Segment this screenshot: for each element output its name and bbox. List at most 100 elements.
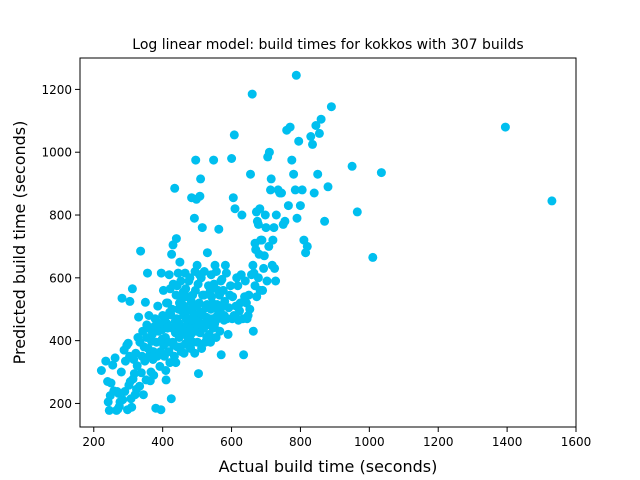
data-point — [189, 213, 199, 223]
data-point — [193, 279, 203, 289]
data-point — [229, 130, 239, 140]
data-point — [116, 367, 126, 377]
data-point — [290, 185, 300, 195]
x-tick-label: 1400 — [492, 435, 523, 449]
data-point — [101, 356, 111, 366]
data-point — [185, 273, 195, 283]
data-point — [163, 323, 172, 333]
data-point — [226, 281, 235, 291]
data-point — [171, 290, 181, 300]
data-point — [210, 318, 220, 328]
data-point — [253, 219, 263, 229]
data-point — [140, 297, 150, 307]
data-point — [136, 246, 146, 256]
data-point — [153, 301, 163, 311]
data-point — [295, 201, 305, 211]
data-point — [218, 285, 228, 295]
data-point — [547, 196, 557, 206]
y-tick-label: 200 — [49, 397, 72, 411]
data-point — [175, 257, 185, 267]
data-point — [150, 314, 160, 324]
data-point — [156, 268, 166, 278]
data-point — [106, 378, 116, 388]
data-point — [271, 276, 281, 286]
data-point — [138, 390, 148, 400]
data-point — [173, 268, 183, 278]
data-point — [195, 191, 205, 201]
data-point — [108, 360, 118, 370]
data-point — [158, 285, 168, 295]
data-point — [127, 284, 137, 294]
data-point — [260, 210, 270, 220]
data-point — [149, 370, 159, 380]
data-point — [267, 260, 277, 270]
data-point — [283, 201, 293, 211]
data-point — [246, 169, 255, 179]
data-point — [233, 281, 243, 291]
data-point — [280, 216, 290, 226]
data-point — [368, 252, 378, 262]
plot-area-frame — [79, 57, 577, 428]
data-point — [114, 402, 124, 412]
data-point — [306, 132, 316, 141]
data-point — [285, 122, 295, 132]
data-point — [320, 216, 330, 226]
data-point — [104, 405, 114, 415]
data-point — [294, 136, 304, 146]
data-point — [192, 260, 202, 270]
data-point — [169, 351, 179, 361]
y-tick-label: 1000 — [41, 146, 72, 160]
x-axis-ticks: 200 400 600 800 1000 1200 1400 1600 — [82, 427, 591, 449]
data-point — [216, 350, 226, 360]
data-point — [184, 326, 194, 336]
data-point — [376, 168, 386, 178]
data-point — [264, 241, 274, 251]
data-point — [352, 207, 362, 217]
data-point — [216, 276, 226, 286]
data-point — [161, 375, 171, 385]
x-tick-label: 1600 — [561, 435, 592, 449]
data-point — [253, 273, 263, 283]
data-point — [199, 267, 209, 276]
y-tick-label: 1200 — [41, 83, 72, 97]
data-point — [308, 139, 317, 149]
data-point — [255, 285, 265, 295]
data-point — [198, 290, 208, 300]
x-axis-title: Actual build time (seconds) — [219, 457, 438, 476]
data-point — [143, 268, 152, 278]
data-point — [287, 155, 297, 165]
data-point — [222, 314, 232, 324]
data-point — [221, 268, 231, 278]
data-point — [255, 204, 265, 214]
data-point — [179, 301, 189, 311]
data-point — [165, 358, 175, 368]
data-point — [119, 345, 129, 355]
data-point — [277, 188, 286, 198]
data-point — [132, 384, 141, 394]
data-point — [164, 270, 174, 280]
data-point — [134, 312, 144, 322]
data-point — [194, 369, 203, 379]
data-point — [162, 298, 171, 308]
data-point — [291, 70, 301, 80]
data-point — [143, 344, 153, 353]
data-point — [191, 155, 201, 165]
y-axis-ticks: 200 400 600 800 1000 1200 — [41, 83, 80, 411]
data-point — [125, 296, 135, 306]
data-point — [135, 337, 145, 347]
data-point — [247, 89, 257, 99]
data-point — [209, 155, 219, 165]
data-point — [297, 185, 307, 195]
data-point — [228, 193, 238, 203]
data-point — [220, 260, 230, 270]
data-point — [96, 366, 106, 375]
data-point — [326, 102, 336, 112]
data-point — [261, 223, 271, 233]
data-point — [168, 279, 178, 289]
data-point — [167, 304, 177, 314]
data-point — [257, 235, 267, 245]
data-point — [237, 210, 247, 220]
scatter-points — [96, 70, 557, 415]
data-point — [128, 374, 138, 384]
